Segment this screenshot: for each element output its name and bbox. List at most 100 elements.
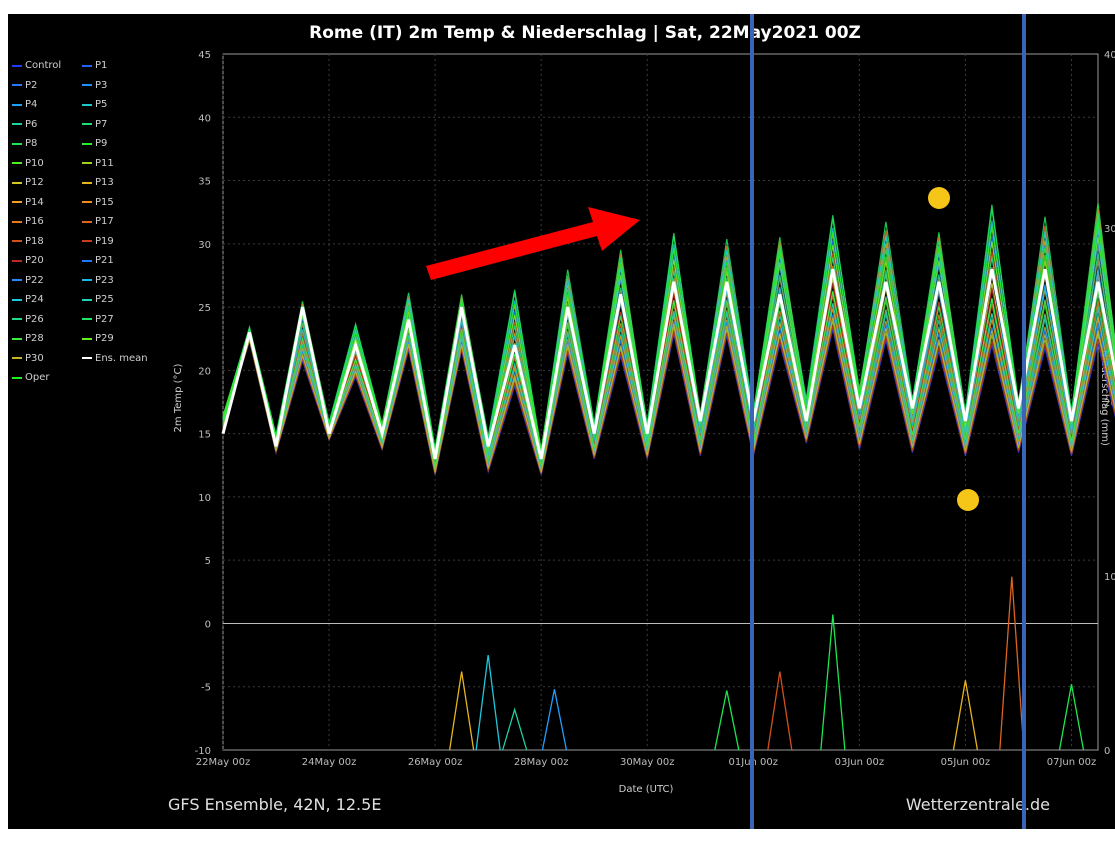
legend-label: P22 [25,274,44,286]
y-right-tick-label: 30 [1104,224,1115,235]
chart-svg: Rome (IT) 2m Temp & Niederschlag | Sat, … [168,14,1115,829]
legend-swatch [12,357,22,359]
legend-label: P29 [95,333,114,344]
precip-spike [820,614,846,751]
precip-spike [714,690,740,751]
legend-item: P15 [82,197,114,208]
y-right-tick-label: 10 [1104,572,1115,583]
legend-swatch [82,84,92,86]
legend-label: P19 [95,235,114,247]
legend-item: P25 [82,294,114,305]
y-tick-label: 10 [198,493,211,504]
x-axis-label: Date (UTC) [619,784,674,795]
legend-item: P20 [12,255,44,266]
footer-left: GFS Ensemble, 42N, 12.5E [168,795,381,814]
y-tick-label: -10 [195,746,211,757]
legend-label: P10 [25,157,44,169]
y-right-tick-label: 40 [1104,50,1115,61]
y-tick-label: 45 [198,50,211,61]
legend-item: P17 [82,216,114,227]
legend-item: P4 [12,99,37,110]
x-tick-label: 30May 00z [620,757,675,768]
series-line [222,325,1115,475]
yellow-dot [928,187,950,209]
legend-item: P10 [12,158,44,169]
red-arrow [426,207,640,280]
legend-swatch [12,376,22,379]
x-tick-label: 28May 00z [514,757,569,768]
precip-spike [767,671,793,751]
chart-title: Rome (IT) 2m Temp & Niederschlag | Sat, … [309,23,861,43]
highlight-box [750,14,1026,829]
legend-label: P16 [25,216,44,227]
y-tick-label: 40 [198,113,211,124]
legend-item: Oper [12,372,49,383]
y-axis-label-right: Niederschlag (mm) [1099,350,1110,446]
precip-spike [952,680,979,751]
legend-swatch [82,123,92,125]
precip-spike [999,576,1025,751]
legend-swatch [12,259,22,262]
legend-item: P12 [12,177,44,188]
legend-item: P1 [82,60,107,71]
legend-item: P30 [12,353,44,364]
chart-frame: Rome (IT) 2m Temp & Niederschlag | Sat, … [8,14,1115,829]
legend-label: P30 [25,352,44,364]
legend-swatch [12,240,22,242]
legend-swatch [12,103,22,106]
legend-item: P11 [82,158,114,169]
legend-swatch [82,162,92,164]
footer-right: Wetterzentrale.de [906,795,1050,814]
legend-item: P2 [12,80,37,91]
legend-swatch [82,337,92,340]
legend-label: Ens. mean [95,352,148,364]
legend-label: P9 [95,138,108,149]
legend-label: P21 [95,255,114,266]
legend-swatch [82,259,92,262]
legend-label: P13 [95,177,114,188]
y-tick-label: -5 [201,683,211,694]
legend-label: P8 [25,138,38,149]
legend-swatch [82,298,92,301]
legend-item: P22 [12,275,44,286]
legend-label: P25 [95,294,114,305]
series-line [222,317,1115,473]
legend-swatch [82,201,92,203]
x-tick-label: 03Jun 00z [835,757,885,768]
legend-label: Oper [25,372,50,383]
legend-item: P21 [82,255,114,266]
ens-mean-line [221,268,1115,460]
legend-label: P12 [25,177,44,188]
legend-item: P23 [82,275,114,286]
x-tick-label: 07Jun 00z [1047,757,1097,768]
legend-label: P14 [25,196,44,208]
legend-swatch [12,220,22,223]
legend-label: P2 [25,79,38,91]
legend-item: P19 [82,236,114,247]
legend-item: P16 [12,216,44,227]
y-axis-label-left: 2m Temp (°C) [173,363,184,432]
x-tick-label: 22May 00z [196,757,251,768]
legend-swatch [12,84,22,86]
legend-label: P4 [25,99,38,110]
precip-spike [475,655,501,751]
plot-frame [222,53,1099,751]
y-tick-label: 30 [198,240,211,251]
legend-swatch [12,123,22,125]
legend-label: P20 [25,255,44,266]
overlay-layer [426,14,1026,829]
legend-item: Ens. mean [82,353,148,364]
precip-spike [502,707,528,751]
series-line [222,283,1115,465]
y-tick-label: 0 [205,619,211,630]
legend-swatch [12,142,22,145]
legend-item: P3 [82,80,107,91]
legend-swatch [82,64,92,67]
legend-label: Control [25,60,62,71]
legend-swatch [12,162,22,164]
legend-label: P23 [95,274,114,286]
precip-spike [448,671,475,751]
yellow-dot [957,489,979,511]
legend-swatch [82,181,92,184]
legend-label: P27 [95,313,114,325]
